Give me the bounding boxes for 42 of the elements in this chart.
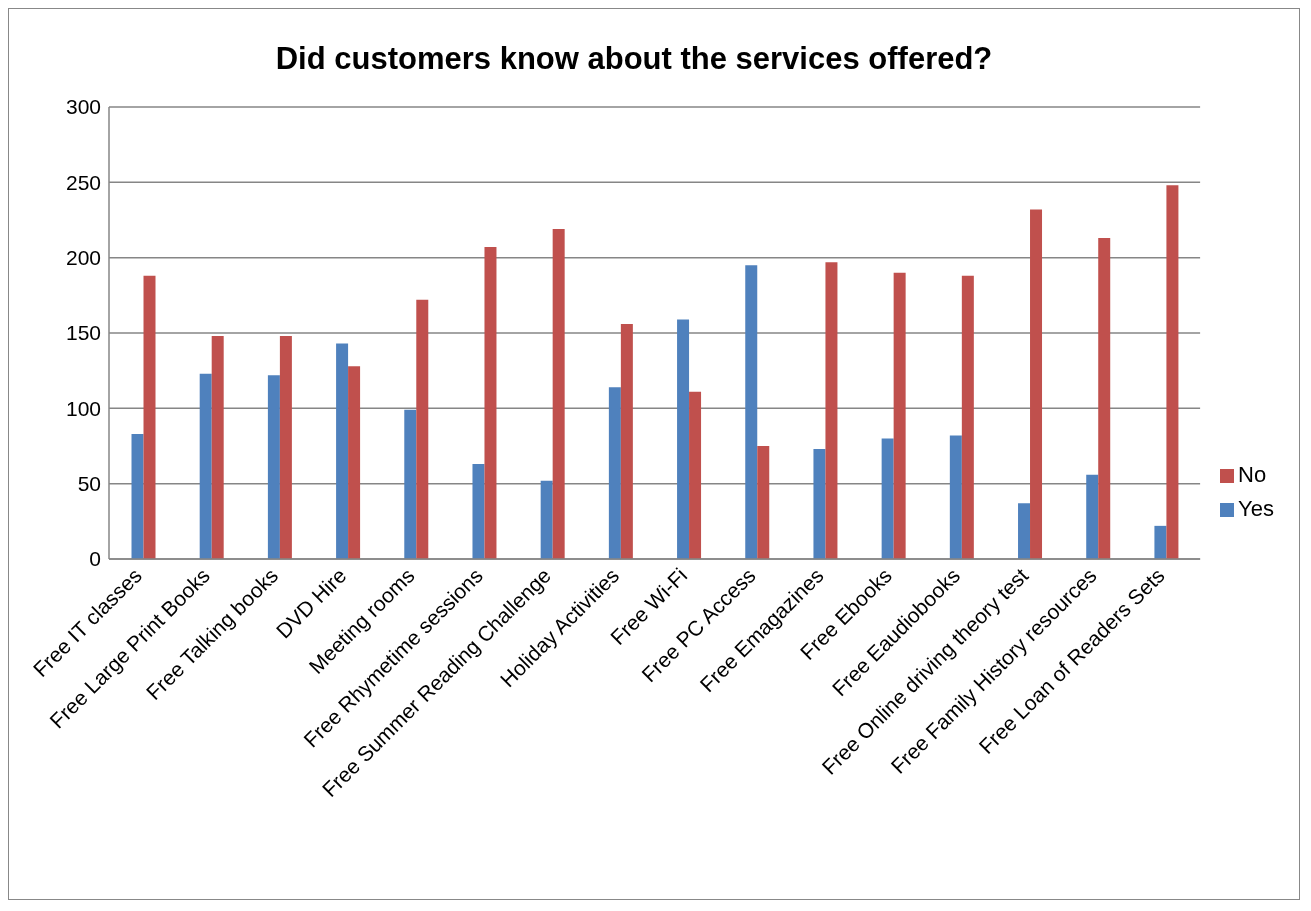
bar	[949, 435, 962, 559]
bar	[472, 464, 485, 559]
bar	[677, 319, 690, 559]
bar	[552, 229, 565, 559]
y-tick-label: 300	[65, 95, 101, 119]
bar	[825, 262, 838, 559]
bar	[336, 343, 349, 559]
bar	[813, 449, 826, 559]
bar	[1166, 185, 1179, 559]
bar	[757, 446, 770, 559]
bar	[745, 265, 758, 559]
bar	[1030, 209, 1043, 559]
bar	[620, 323, 633, 559]
bar	[199, 373, 212, 559]
y-tick-label: 0	[89, 547, 101, 571]
bar	[267, 375, 280, 559]
bar	[1154, 525, 1167, 559]
bar	[1086, 474, 1099, 559]
y-tick-label: 150	[65, 321, 101, 345]
bar	[1098, 238, 1111, 559]
bar	[608, 387, 621, 559]
bar	[961, 275, 974, 559]
bar	[893, 272, 906, 559]
bar	[1018, 503, 1031, 559]
bar	[131, 433, 144, 559]
bar	[484, 247, 497, 559]
bar	[881, 438, 894, 559]
y-tick-label: 200	[65, 246, 101, 270]
chart-title: Did customers know about the services offered?	[274, 40, 994, 78]
bar	[348, 366, 361, 559]
bar	[279, 336, 292, 559]
y-tick-label: 100	[65, 396, 101, 420]
bar	[689, 391, 702, 559]
bar	[404, 409, 417, 559]
legend-label: Yes	[1238, 495, 1274, 521]
y-tick-label: 50	[77, 472, 101, 496]
bar	[540, 480, 553, 559]
bar	[211, 336, 224, 559]
y-tick-label: 250	[65, 170, 101, 194]
bar	[143, 275, 156, 559]
bar	[416, 299, 429, 559]
legend-label: No	[1238, 461, 1267, 487]
